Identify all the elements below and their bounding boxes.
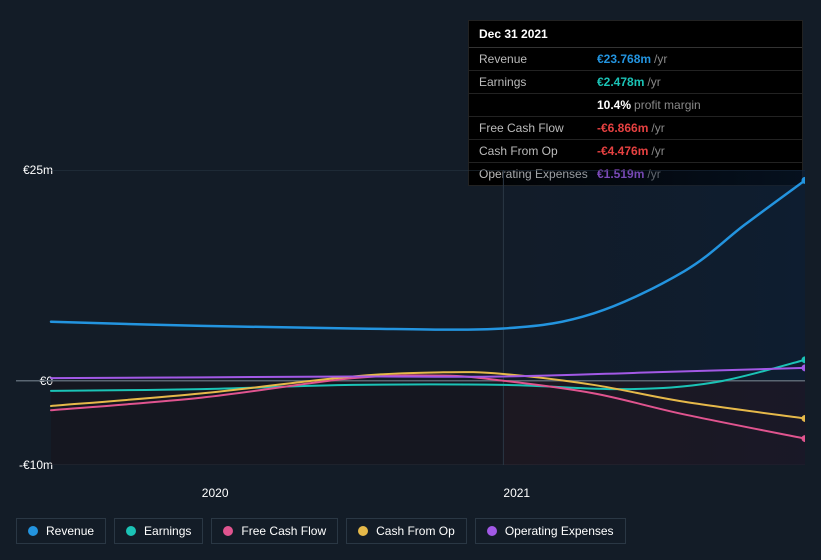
tooltip-date: Dec 31 2021 (469, 21, 802, 48)
tooltip-row-label (479, 98, 597, 112)
legend-toggle-revenue[interactable]: Revenue (16, 518, 106, 544)
tooltip-row-value: 10.4% (597, 98, 631, 112)
tooltip-row: Earnings€2.478m/yr (469, 71, 802, 94)
tooltip-row: 10.4%profit margin (469, 94, 802, 117)
legend-label: Earnings (144, 524, 191, 538)
tooltip-row: Free Cash Flow-€6.866m/yr (469, 117, 802, 140)
tooltip-row-value: €23.768m (597, 52, 651, 66)
legend-toggle-cfo[interactable]: Cash From Op (346, 518, 467, 544)
tooltip-row-unit: profit margin (634, 98, 701, 112)
tooltip-row-value: -€6.866m (597, 121, 648, 135)
legend-swatch-icon (223, 526, 233, 536)
tooltip-row-unit: /yr (651, 121, 664, 135)
chart-plot-area[interactable] (16, 170, 805, 465)
tooltip-row-value: €2.478m (597, 75, 644, 89)
legend-toggle-opex[interactable]: Operating Expenses (475, 518, 626, 544)
tooltip-row-unit: /yr (651, 144, 664, 158)
legend-label: Free Cash Flow (241, 524, 326, 538)
tooltip-row-unit: /yr (654, 52, 667, 66)
x-axis-label: 2021 (503, 486, 530, 500)
tooltip-row-label: Free Cash Flow (479, 121, 597, 135)
legend-label: Revenue (46, 524, 94, 538)
legend-label: Operating Expenses (505, 524, 614, 538)
tooltip-row-label: Revenue (479, 52, 597, 66)
legend-toggle-earnings[interactable]: Earnings (114, 518, 203, 544)
legend-toggle-fcf[interactable]: Free Cash Flow (211, 518, 338, 544)
legend-swatch-icon (28, 526, 38, 536)
chart-legend: Revenue Earnings Free Cash Flow Cash From O… (16, 518, 626, 544)
legend-swatch-icon (126, 526, 136, 536)
tooltip-row: Revenue€23.768m/yr (469, 48, 802, 71)
x-axis-label: 2020 (202, 486, 229, 500)
legend-swatch-icon (487, 526, 497, 536)
hover-tooltip: Dec 31 2021 Revenue€23.768m/yrEarnings€2… (468, 20, 803, 186)
tooltip-row-value: -€4.476m (597, 144, 648, 158)
legend-label: Cash From Op (376, 524, 455, 538)
tooltip-row-label: Cash From Op (479, 144, 597, 158)
tooltip-row-unit: /yr (647, 75, 660, 89)
financial-chart-panel: Dec 31 2021 Revenue€23.768m/yrEarnings€2… (0, 0, 821, 560)
tooltip-row-label: Earnings (479, 75, 597, 89)
tooltip-row: Cash From Op-€4.476m/yr (469, 140, 802, 163)
legend-swatch-icon (358, 526, 368, 536)
